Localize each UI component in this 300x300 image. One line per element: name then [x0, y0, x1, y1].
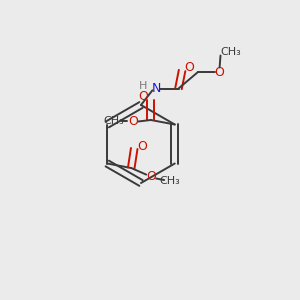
Text: O: O: [184, 61, 194, 74]
Text: CH₃: CH₃: [104, 116, 124, 127]
Text: H: H: [139, 81, 148, 91]
Text: O: O: [214, 65, 224, 79]
Text: O: O: [128, 115, 138, 128]
Text: O: O: [146, 170, 156, 184]
Text: CH₃: CH₃: [160, 176, 181, 187]
Text: O: O: [138, 90, 148, 104]
Text: CH₃: CH₃: [220, 47, 242, 57]
Text: N: N: [151, 82, 161, 95]
Text: O: O: [137, 140, 147, 153]
